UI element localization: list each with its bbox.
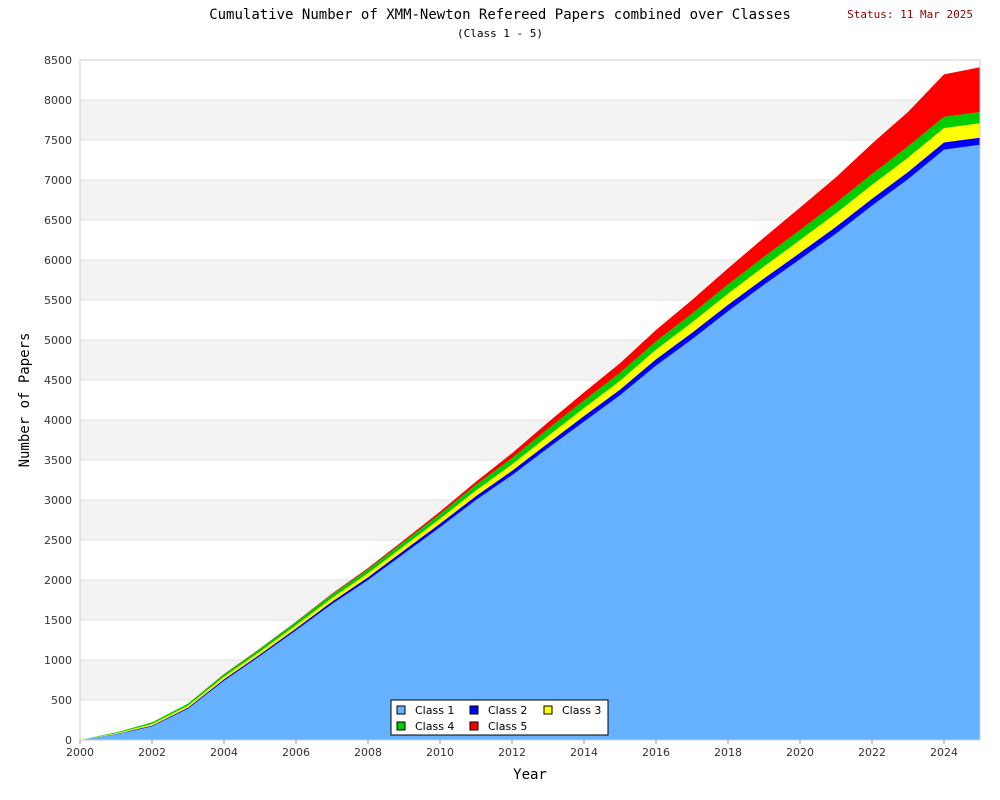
y-tick-label: 7500 (44, 134, 72, 147)
y-tick-label: 500 (51, 694, 72, 707)
legend: Class 1 Class 2 Class 3 Class 4 Class 5 (390, 699, 609, 736)
y-tick-label: 2500 (44, 534, 72, 547)
status-date: Status: 11 Mar 2025 (847, 8, 973, 21)
legend-label: Class 1 (415, 704, 454, 717)
legend-box (390, 699, 609, 736)
x-tick-label: 2012 (498, 746, 526, 759)
legend-swatch (543, 705, 553, 715)
legend-label: Class 4 (415, 720, 454, 733)
x-tick-label: 2016 (642, 746, 670, 759)
legend-label: Class 5 (488, 720, 527, 733)
area-class-3 (80, 123, 980, 740)
area-class-5 (80, 67, 980, 740)
y-tick-label: 7000 (44, 174, 72, 187)
chart-title: Cumulative Number of XMM-Newton Refereed… (209, 7, 791, 23)
area-class-2 (80, 137, 980, 741)
x-tick-label: 2018 (714, 746, 742, 759)
y-tick-label: 8000 (44, 94, 72, 107)
legend-swatch (469, 721, 479, 731)
y-tick-label: 8500 (44, 54, 72, 67)
chart-subtitle: (Class 1 - 5) (457, 27, 543, 40)
x-tick-label: 2004 (210, 746, 238, 759)
x-axis-label: Year (513, 767, 547, 783)
y-tick-label: 1500 (44, 614, 72, 627)
y-tick-label: 6500 (44, 214, 72, 227)
y-tick-label: 5500 (44, 294, 72, 307)
legend-label: Class 2 (488, 704, 527, 717)
legend-swatch (396, 721, 406, 731)
x-tick-label: 2024 (930, 746, 958, 759)
legend-swatch (396, 705, 406, 715)
y-tick-label: 4500 (44, 374, 72, 387)
y-tick-label: 1000 (44, 654, 72, 667)
legend-swatch (469, 705, 479, 715)
y-tick-label: 3500 (44, 454, 72, 467)
y-tick-label: 2000 (44, 574, 72, 587)
y-tick-label: 6000 (44, 254, 72, 267)
x-tick-label: 2014 (570, 746, 598, 759)
area-class-4 (80, 112, 980, 740)
grid-band (80, 140, 980, 180)
y-tick-label: 4000 (44, 414, 72, 427)
series-areas (80, 67, 980, 741)
y-axis-label: Number of Papers (17, 333, 33, 468)
grid-band (80, 100, 980, 140)
area-class-1 (80, 144, 980, 741)
x-tick-label: 2022 (858, 746, 886, 759)
y-tick-label: 3000 (44, 494, 72, 507)
plot-frame (79, 59, 981, 741)
x-tick-label: 2000 (66, 746, 94, 759)
legend-label: Class 3 (562, 704, 601, 717)
x-tick-label: 2008 (354, 746, 382, 759)
x-tick-label: 2006 (282, 746, 310, 759)
x-tick-label: 2002 (138, 746, 166, 759)
grid-band (80, 60, 980, 100)
y-tick-label: 0 (65, 734, 72, 747)
x-tick-label: 2010 (426, 746, 454, 759)
axis-ticks: 0 500 1000 1500 2000 2500 3000 3500 4000 4500 5000… (44, 54, 958, 759)
y-tick-label: 5000 (44, 334, 72, 347)
x-tick-label: 2020 (786, 746, 814, 759)
